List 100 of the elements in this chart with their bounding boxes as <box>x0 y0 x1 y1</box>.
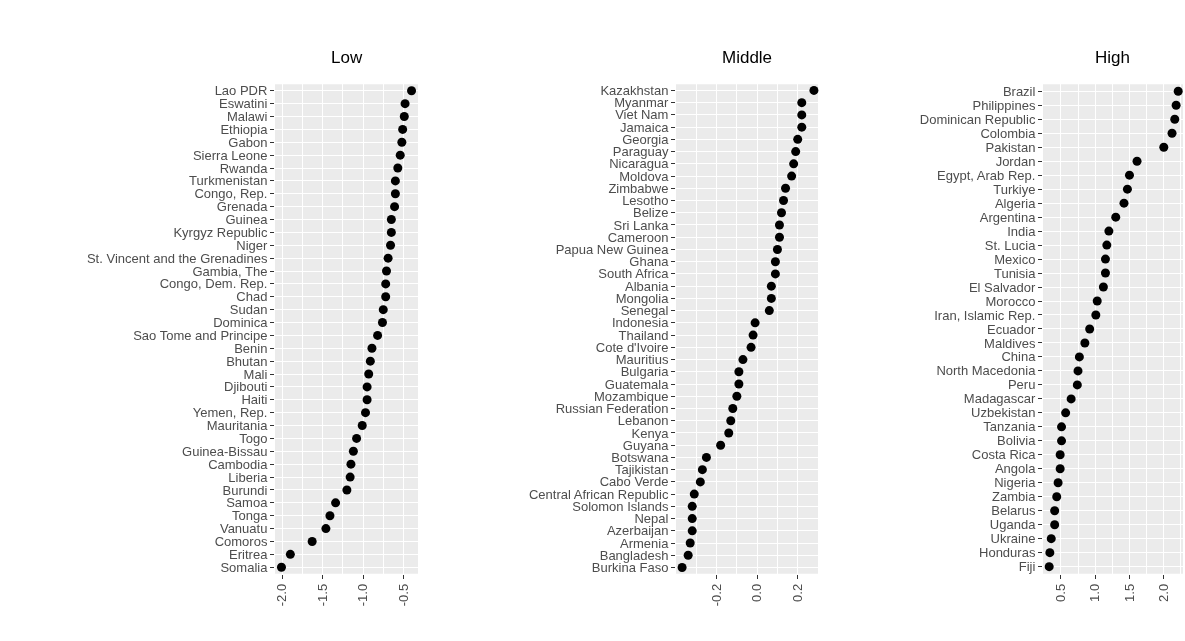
point <box>367 343 377 353</box>
point <box>348 446 358 456</box>
y-tick-label: Lao PDR <box>214 83 268 99</box>
point <box>1104 226 1114 236</box>
x-tick-label: 1.0 <box>1087 583 1103 602</box>
point <box>1159 142 1169 152</box>
x-tick-label: 0.2 <box>789 583 805 602</box>
y-tick-label: Turkmenistan <box>189 173 268 189</box>
point <box>1100 268 1110 278</box>
y-tick-label: Samoa <box>226 495 269 511</box>
point <box>1074 352 1084 362</box>
point <box>360 408 370 418</box>
y-tick-label: St. Lucia <box>984 237 1037 253</box>
point <box>734 379 744 389</box>
point <box>407 86 417 96</box>
chart-title: Middle <box>722 48 773 67</box>
x-tick-label: -1.0 <box>355 583 371 607</box>
point <box>1066 394 1076 404</box>
y-tick-label: Madagascar <box>963 391 1037 407</box>
point <box>1167 128 1177 138</box>
point <box>764 306 774 316</box>
point <box>774 232 784 242</box>
point <box>1061 408 1071 418</box>
point <box>1098 282 1108 292</box>
y-tick-label: Eswatini <box>218 96 268 112</box>
point <box>398 124 408 134</box>
point <box>746 342 756 352</box>
point <box>1044 562 1054 572</box>
point <box>734 367 744 377</box>
point <box>365 356 375 366</box>
y-tick-label: China <box>1001 349 1037 365</box>
y-tick-label: Mali <box>243 366 268 382</box>
y-tick-label: Niger <box>236 237 269 253</box>
point <box>774 220 784 230</box>
y-tick-label: Tunisia <box>993 265 1037 281</box>
x-tick-label: 2.0 <box>1156 583 1172 602</box>
point <box>728 403 738 413</box>
point <box>325 511 335 521</box>
point <box>1092 296 1102 306</box>
point <box>381 292 391 302</box>
point <box>1073 366 1083 376</box>
point <box>1045 548 1055 558</box>
point <box>1171 100 1181 110</box>
y-tick-label: Burundi <box>222 482 268 498</box>
y-tick-label: Mozambique <box>593 388 669 404</box>
point <box>1124 170 1134 180</box>
point <box>687 501 697 511</box>
x-tick-label: -0.5 <box>395 583 411 607</box>
point <box>791 147 801 157</box>
y-tick-label: El Salvador <box>968 279 1037 295</box>
y-tick-label: Congo, Rep. <box>194 186 268 202</box>
x-tick-label: -1.5 <box>314 583 330 607</box>
y-tick-label: Uganda <box>989 517 1037 533</box>
x-tick-label: 0.0 <box>749 583 765 602</box>
point <box>386 215 396 225</box>
chart-title: High <box>1095 48 1130 67</box>
y-tick-label: Tanzania <box>983 419 1037 435</box>
point <box>779 196 789 206</box>
point <box>797 110 807 120</box>
y-tick-label: Philippines <box>972 97 1036 113</box>
point <box>1119 198 1129 208</box>
y-tick-label: Belarus <box>991 503 1036 519</box>
point <box>695 477 705 487</box>
y-tick-label: Somalia <box>220 559 269 575</box>
point <box>390 202 400 212</box>
y-tick-label: Egypt, Arab Rep. <box>937 167 1036 183</box>
point <box>797 122 807 132</box>
point <box>724 428 734 438</box>
y-tick-label: Zambia <box>992 489 1037 505</box>
point <box>276 562 286 572</box>
point <box>378 305 388 315</box>
y-tick-label: India <box>1007 223 1037 239</box>
point <box>383 253 393 263</box>
point <box>697 465 707 475</box>
y-tick-label: Sudan <box>229 302 268 318</box>
y-tick-label: Djibouti <box>224 379 268 395</box>
y-tick-label: Haiti <box>241 392 268 408</box>
point <box>677 563 687 573</box>
point <box>1170 114 1180 124</box>
point <box>321 524 331 534</box>
point <box>377 318 387 328</box>
point <box>770 269 780 279</box>
point <box>1050 506 1060 516</box>
y-tick-label: Pakistan <box>985 139 1036 155</box>
x-tick-label: 0.5 <box>1053 583 1069 602</box>
point <box>781 183 791 193</box>
point <box>701 452 711 462</box>
y-tick-label: Mexico <box>994 251 1036 267</box>
point <box>726 416 736 426</box>
point <box>809 85 819 95</box>
y-tick-label: Comoros <box>214 533 268 549</box>
y-tick-label: Honduras <box>979 545 1036 561</box>
point <box>1122 184 1132 194</box>
point <box>1100 254 1110 264</box>
point <box>750 318 760 328</box>
y-tick-label: Morocco <box>985 293 1036 309</box>
point <box>364 369 374 379</box>
y-tick-label: Gambia, The <box>192 263 268 279</box>
point <box>346 459 356 469</box>
point <box>1072 380 1082 390</box>
